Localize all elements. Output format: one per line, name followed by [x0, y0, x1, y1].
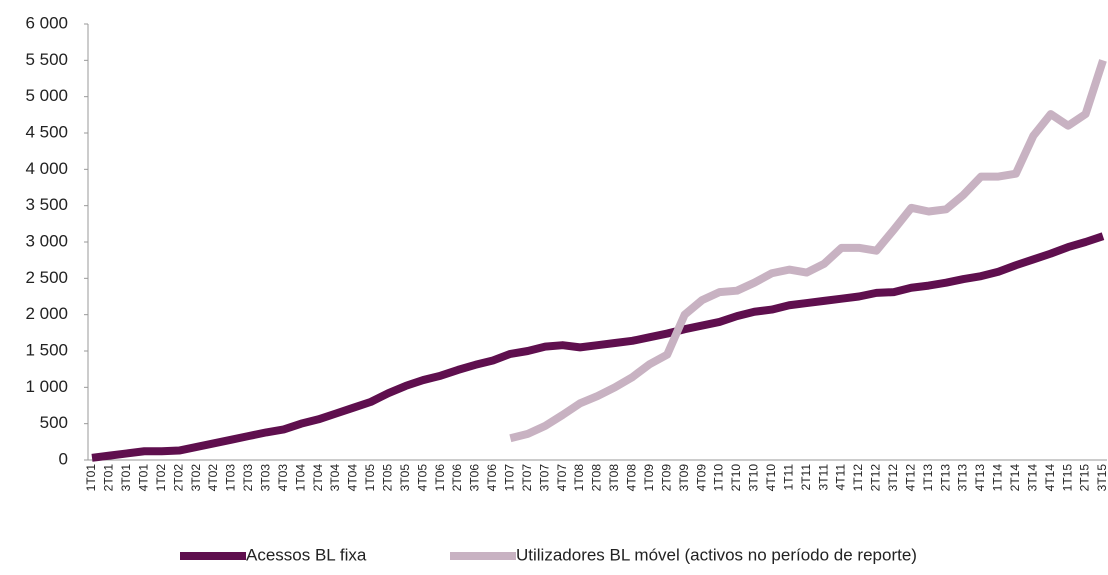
x-tick-label: 2T15	[1078, 464, 1092, 492]
x-tick-label: 2T07	[520, 464, 534, 492]
x-tick-label: 1T08	[572, 464, 586, 492]
legend-label: Acessos BL fixa	[246, 545, 367, 564]
x-tick-label: 1T06	[433, 464, 447, 492]
x-tick-label: 2T02	[171, 464, 185, 492]
x-tick-label: 1T12	[851, 464, 865, 492]
y-tick-label: 5 500	[25, 50, 68, 69]
y-tick-label: 4 000	[25, 159, 68, 178]
series-line	[91, 232, 1105, 462]
x-tick-label: 2T01	[102, 464, 116, 492]
x-tick-label: 4T10	[764, 464, 778, 492]
x-tick-label: 1T10	[712, 464, 726, 492]
x-tick-label: 2T09	[659, 464, 673, 492]
x-tick-label: 4T05	[415, 464, 429, 492]
x-tick-label: 3T03	[258, 464, 272, 492]
x-tick-label: 1T15	[1060, 464, 1074, 492]
y-tick-label: 3 500	[25, 195, 68, 214]
x-tick-label: 2T04	[311, 464, 325, 492]
x-tick-label: 4T09	[694, 464, 708, 492]
y-tick-label: 2 500	[25, 268, 68, 287]
x-tick-label: 3T08	[607, 464, 621, 492]
y-tick-label: 5 000	[25, 86, 68, 105]
x-tick-label: 3T05	[398, 464, 412, 492]
series-line	[509, 59, 1107, 443]
x-tick-label: 4T14	[1043, 464, 1057, 492]
x-tick-label: 2T12	[869, 464, 883, 492]
x-tick-label: 1T05	[363, 464, 377, 492]
x-tick-label: 4T01	[136, 464, 150, 492]
x-tick-label: 3T02	[189, 464, 203, 492]
x-tick-label: 2T03	[241, 464, 255, 492]
x-tick-label: 4T13	[973, 464, 987, 492]
x-tick-label: 2T13	[938, 464, 952, 492]
x-tick-label: 2T05	[380, 464, 394, 492]
x-tick-label: 3T01	[119, 464, 133, 492]
y-tick-label: 500	[40, 413, 68, 432]
x-tick-label: 3T12	[886, 464, 900, 492]
legend-label: Utilizadores BL móvel (activos no períod…	[516, 545, 917, 564]
x-tick-label: 4T07	[555, 464, 569, 492]
x-tick-label: 3T14	[1025, 464, 1039, 492]
x-tick-label: 2T11	[799, 464, 813, 491]
x-tick-label: 4T06	[485, 464, 499, 492]
x-tick-label: 3T15	[1095, 464, 1108, 492]
x-tick-label: 3T13	[956, 464, 970, 492]
x-tick-label: 2T10	[729, 464, 743, 492]
x-tick-label: 2T08	[590, 464, 604, 492]
x-tick-label: 1T01	[84, 464, 98, 492]
x-tick-label: 3T07	[537, 464, 551, 492]
y-tick-label: 6 000	[25, 13, 68, 32]
y-tick-label: 1 000	[25, 377, 68, 396]
x-tick-label: 1T07	[503, 464, 517, 492]
x-tick-label: 4T08	[625, 464, 639, 492]
x-tick-label: 1T02	[154, 464, 168, 492]
x-tick-label: 1T11	[781, 464, 795, 491]
x-tick-label: 2T14	[1008, 464, 1022, 492]
x-tick-label: 1T03	[224, 464, 238, 492]
y-tick-label: 0	[59, 449, 68, 468]
y-tick-label: 4 500	[25, 122, 68, 141]
x-tick-label: 1T13	[921, 464, 935, 492]
y-tick-label: 2 000	[25, 304, 68, 323]
x-tick-label: 4T11	[834, 464, 848, 491]
x-tick-label: 3T10	[747, 464, 761, 492]
x-tick-label: 1T09	[642, 464, 656, 492]
x-tick-label: 1T14	[991, 464, 1005, 492]
x-tick-label: 1T04	[293, 464, 307, 492]
x-tick-label: 4T02	[206, 464, 220, 492]
y-tick-label: 1 500	[25, 340, 68, 359]
x-tick-label: 3T11	[816, 464, 830, 491]
x-tick-label: 2T06	[450, 464, 464, 492]
x-tick-label: 3T04	[328, 464, 342, 492]
x-tick-label: 4T03	[276, 464, 290, 492]
x-tick-label: 4T04	[346, 464, 360, 492]
y-tick-label: 3 000	[25, 231, 68, 250]
x-tick-label: 3T06	[468, 464, 482, 492]
x-tick-label: 4T12	[903, 464, 917, 492]
x-tick-label: 3T09	[677, 464, 691, 492]
